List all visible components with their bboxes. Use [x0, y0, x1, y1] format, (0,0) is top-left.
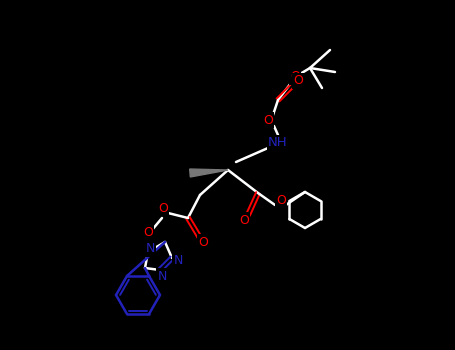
- Text: N: N: [145, 243, 155, 256]
- Text: O: O: [158, 202, 168, 215]
- Text: O: O: [290, 70, 300, 84]
- Text: O: O: [276, 195, 286, 208]
- Text: N: N: [157, 270, 167, 282]
- Text: NH: NH: [268, 136, 288, 149]
- Text: O: O: [198, 236, 208, 248]
- Text: O: O: [293, 75, 303, 88]
- Polygon shape: [190, 169, 228, 177]
- Text: O: O: [239, 214, 249, 226]
- Text: N: N: [173, 253, 183, 266]
- Text: O: O: [143, 226, 153, 239]
- Text: O: O: [263, 113, 273, 126]
